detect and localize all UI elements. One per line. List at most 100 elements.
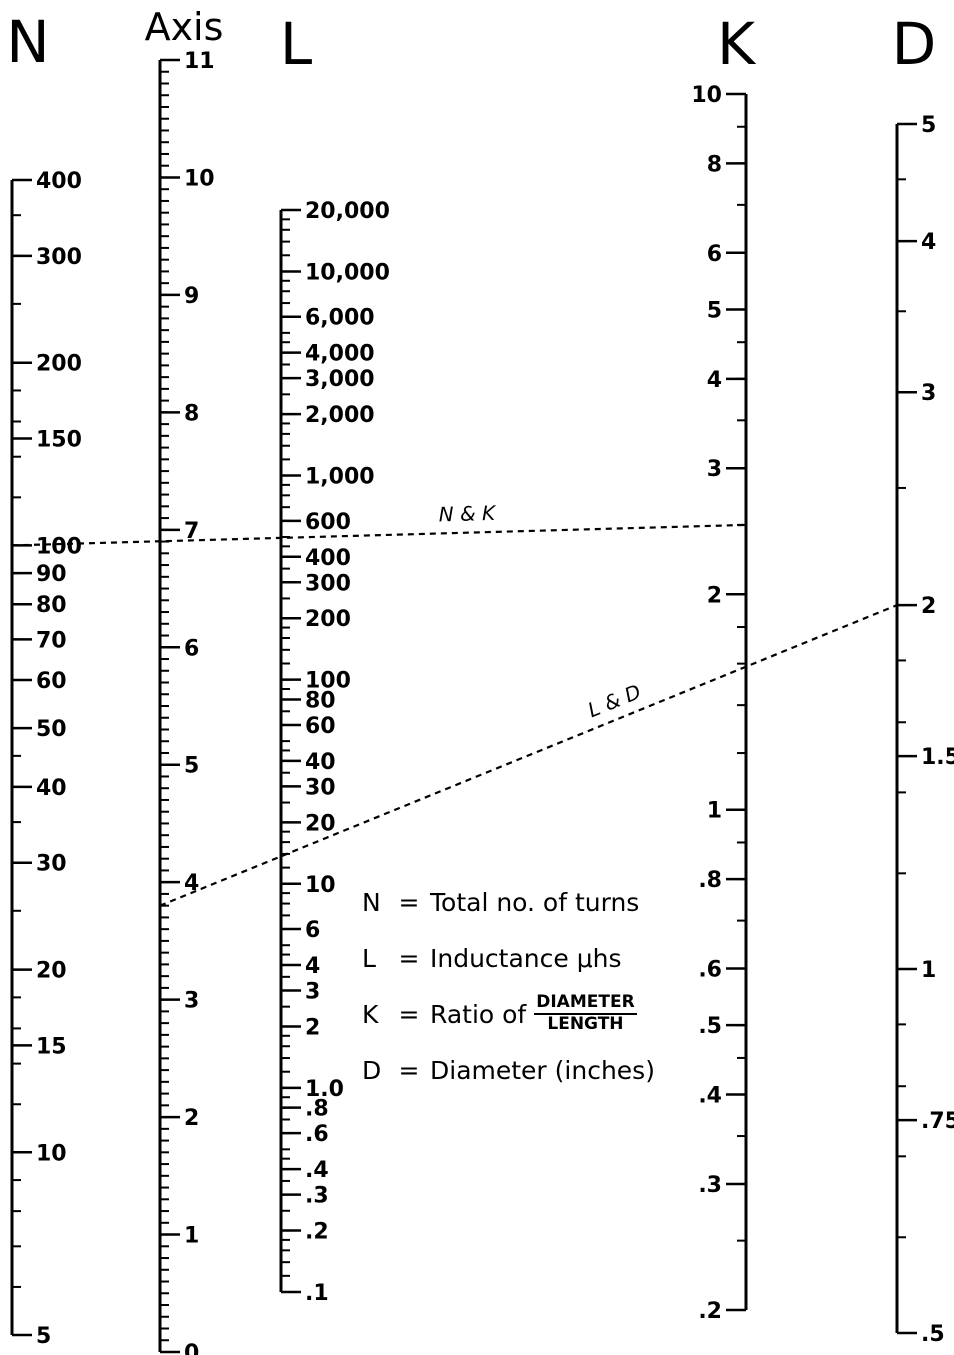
tick-label: 5 <box>707 298 722 323</box>
tick-label: 20 <box>36 959 67 984</box>
tick-label: 5 <box>36 1324 51 1349</box>
tick-label: 300 <box>305 571 351 596</box>
tick-label: 10 <box>691 83 722 108</box>
tick-label: 400 <box>36 169 82 194</box>
tick-label: .5 <box>698 1014 722 1039</box>
tick-label: 1 <box>707 799 722 824</box>
tick-label: .8 <box>305 1097 329 1122</box>
isopleth-label: L & D <box>584 679 644 722</box>
tick-label: 1.0 <box>305 1077 344 1102</box>
tick-label: 3 <box>184 989 199 1014</box>
scale-heading: Axis <box>145 5 224 49</box>
tick-label: 4,000 <box>305 342 375 367</box>
tick-label: 6 <box>184 636 199 661</box>
legend-symbol: K <box>362 999 379 1029</box>
tick-label: 1 <box>921 958 936 983</box>
legend-symbol: L <box>362 943 376 973</box>
tick-label: 15 <box>36 1034 67 1059</box>
tick-label: 6,000 <box>305 306 375 331</box>
tick-label: 3 <box>921 381 936 406</box>
tick-label: 2 <box>184 1106 199 1131</box>
legend-row-k: K = Ratio of DIAMETER LENGTH <box>362 986 655 1042</box>
legend-description: Total no. of turns <box>430 887 640 917</box>
tick-label: .6 <box>698 958 722 983</box>
legend-description: Inductance μhs <box>430 943 622 973</box>
tick-label: 80 <box>305 688 336 713</box>
tick-label: .6 <box>305 1122 329 1147</box>
tick-label: 600 <box>305 510 351 535</box>
tick-label: 70 <box>36 628 67 653</box>
tick-label: .75 <box>921 1109 954 1134</box>
tick-label: 200 <box>36 352 82 377</box>
legend: N = Total no. of turns L = Inductance μh… <box>362 874 655 1098</box>
tick-label: 9 <box>184 284 199 309</box>
tick-label: 150 <box>36 428 82 453</box>
tick-label: 200 <box>305 607 351 632</box>
tick-label: 6 <box>305 918 320 943</box>
scale-axis: Axis 0 1 2 3 4 5 6 7 8 9 10 11 <box>145 5 224 1355</box>
tick-label: 90 <box>36 562 67 587</box>
tick-label: 1.5 <box>921 745 954 770</box>
tick-label: 1,000 <box>305 465 375 490</box>
tick-label: 2 <box>921 594 936 619</box>
tick-label: 3 <box>707 457 722 482</box>
tick-label: .8 <box>698 868 722 893</box>
tick-label: 20,000 <box>305 199 390 224</box>
tick-label: 0 <box>184 1341 199 1355</box>
tick-label: 11 <box>184 49 215 74</box>
tick-label: .3 <box>305 1184 329 1209</box>
tick-label: 6 <box>707 242 722 267</box>
scale-heading: N <box>6 8 49 76</box>
isopleth-label: N & K <box>438 501 497 527</box>
isopleth-line <box>159 604 898 907</box>
tick-label: 4 <box>305 954 320 979</box>
tick-label: 20 <box>305 811 336 836</box>
tick-label: 5 <box>184 754 199 779</box>
legend-equals: = <box>398 943 420 973</box>
legend-row-d: D = Diameter (inches) <box>362 1042 655 1098</box>
tick-label: 400 <box>305 546 351 571</box>
legend-equals: = <box>398 887 420 917</box>
tick-label: 4 <box>921 230 936 255</box>
legend-description: Ratio of <box>430 999 527 1029</box>
scale-heading: K <box>717 10 757 78</box>
tick-label: 2,000 <box>305 403 375 428</box>
fraction-numerator: DIAMETER <box>534 993 637 1015</box>
legend-row-l: L = Inductance μhs <box>362 930 655 986</box>
tick-label: 2 <box>305 1015 320 1040</box>
tick-label: 10 <box>184 166 215 191</box>
fraction-denominator: LENGTH <box>547 1014 624 1034</box>
tick-label: 8 <box>184 401 199 426</box>
legend-symbol: N <box>362 887 381 917</box>
tick-label: .4 <box>305 1158 329 1183</box>
tick-label: 80 <box>36 593 67 618</box>
tick-label: 5 <box>921 113 936 138</box>
ratio-fraction: DIAMETER LENGTH <box>534 993 637 1034</box>
tick-label: 30 <box>36 852 67 877</box>
tick-label: 30 <box>305 775 336 800</box>
tick-label: 50 <box>36 717 67 742</box>
tick-label: .4 <box>698 1084 722 1109</box>
tick-label: 10 <box>36 1141 67 1166</box>
tick-label: .2 <box>305 1220 329 1245</box>
isopleth-ld: L & D <box>159 604 898 907</box>
legend-equals: = <box>398 999 420 1029</box>
tick-label: 2 <box>707 583 722 608</box>
tick-label: 10,000 <box>305 260 390 285</box>
tick-label: 40 <box>305 750 336 775</box>
tick-label: .3 <box>698 1173 722 1198</box>
isopleth-line <box>11 523 747 547</box>
scale-heading: D <box>892 10 937 78</box>
tick-label: 60 <box>36 669 67 694</box>
legend-description: Diameter (inches) <box>430 1055 655 1085</box>
tick-label: 100 <box>36 534 82 559</box>
tick-label: 60 <box>305 714 336 739</box>
tick-label: 40 <box>36 776 67 801</box>
tick-label: 4 <box>707 368 722 393</box>
legend-row-n: N = Total no. of turns <box>362 874 655 930</box>
tick-label: 3,000 <box>305 367 375 392</box>
tick-label: 8 <box>707 152 722 177</box>
isopleth-nk: N & K <box>11 501 747 547</box>
